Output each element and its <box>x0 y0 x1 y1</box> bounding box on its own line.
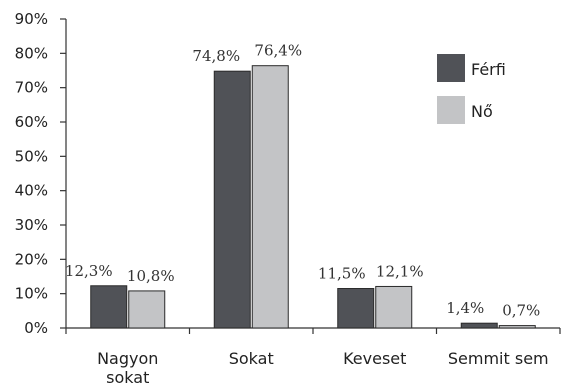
y-tick-label: 90% <box>15 10 48 28</box>
data-labels: 12,3% 10,8% 74,8% 76,4% 11,5% 12,1% 1,4% 0,7% <box>65 42 540 320</box>
x-category-label: Sokat <box>229 349 274 368</box>
legend-swatch <box>437 54 465 82</box>
bar-no <box>251 65 289 329</box>
bars <box>90 65 536 329</box>
legend: Férfi Nő <box>437 54 506 124</box>
bar-no <box>375 285 413 329</box>
x-category-label: Nagyon sokat <box>97 349 158 387</box>
bar-ferfi <box>90 285 128 329</box>
data-label: 76,4% <box>254 42 302 60</box>
y-tick-label: 30% <box>15 216 48 234</box>
data-label: 74,8% <box>192 47 240 65</box>
bar-ferfi <box>460 322 498 329</box>
bar-ferfi <box>337 288 375 329</box>
data-label: 0,7% <box>502 302 540 320</box>
y-tick-label: 20% <box>15 250 48 268</box>
bar-no <box>498 325 536 329</box>
x-category-label: Semmit sem <box>448 349 549 368</box>
axes: 0% 10% 20% 30% 40% 50% 60% 70% 80% 90% Nagyon sokat… <box>15 10 561 387</box>
y-tick-label: 70% <box>15 79 48 97</box>
y-tick-label: 60% <box>15 113 48 131</box>
data-label: 12,3% <box>65 262 113 280</box>
bar-ferfi <box>213 70 251 329</box>
y-tick-label: 40% <box>15 182 48 200</box>
y-tick-label: 80% <box>15 44 48 62</box>
y-tick-label: 10% <box>15 285 48 303</box>
data-label: 12,1% <box>376 262 424 280</box>
legend-swatch <box>437 96 465 124</box>
data-label: 1,4% <box>446 299 484 317</box>
x-category-label: Keveset <box>343 349 406 368</box>
legend-label: Nő <box>471 102 493 121</box>
y-tick-label: 0% <box>24 319 48 337</box>
legend-label: Férfi <box>471 60 506 79</box>
data-label: 11,5% <box>318 265 366 283</box>
data-label: 10,8% <box>127 267 175 285</box>
bar-no <box>128 290 166 329</box>
y-tick-label: 50% <box>15 147 48 165</box>
